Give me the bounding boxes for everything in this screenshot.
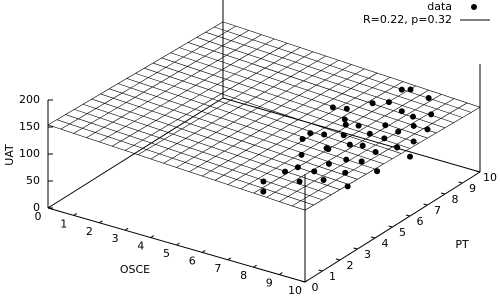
point <box>394 144 401 151</box>
y-tick <box>335 258 341 261</box>
x-tick-label: 7 <box>214 262 221 275</box>
x-tick <box>124 227 129 231</box>
y-tick <box>318 269 323 272</box>
x-axis-label: OSCE <box>120 263 150 276</box>
y-tick-label: 8 <box>452 193 459 206</box>
y-tick <box>405 214 411 217</box>
point <box>381 135 388 142</box>
point <box>342 169 349 176</box>
point <box>260 188 267 195</box>
x-tick-label: 6 <box>189 254 196 267</box>
z-tick-label: 150 <box>19 120 40 133</box>
point <box>344 183 351 190</box>
point <box>359 142 366 149</box>
point <box>372 149 379 155</box>
z-tick-label: 200 <box>19 93 40 106</box>
legend-label: data <box>427 0 452 13</box>
x-tick-label: 1 <box>60 217 67 230</box>
x-tick-label: 2 <box>86 225 93 238</box>
x-tick <box>279 272 283 276</box>
box-edge <box>47 97 224 209</box>
point <box>407 153 413 160</box>
y-tick <box>440 192 446 195</box>
legend-marker <box>471 4 477 10</box>
point <box>369 100 376 107</box>
x-tick-label: 10 <box>288 284 302 296</box>
y-tick <box>370 236 376 239</box>
fit-plane <box>47 21 481 211</box>
y-tick-label: 9 <box>469 182 476 195</box>
point <box>410 122 417 129</box>
point <box>355 122 362 129</box>
y-tick-label: 1 <box>329 270 336 283</box>
y-tick-label: 5 <box>399 226 406 239</box>
y-tick <box>300 280 306 283</box>
x-tick-label: 0 <box>35 210 42 223</box>
z-tick-label: 50 <box>26 174 40 187</box>
point <box>343 105 350 112</box>
point <box>323 145 330 152</box>
x-tick <box>253 264 257 268</box>
y-tick <box>423 203 428 206</box>
y-tick <box>475 170 481 173</box>
x-tick <box>150 235 155 239</box>
z-tick-label: 0 <box>33 201 40 214</box>
point <box>424 126 431 133</box>
point <box>342 121 349 128</box>
x-tick-label: 5 <box>163 247 170 260</box>
x-tick <box>73 212 77 216</box>
x-tick <box>99 220 103 224</box>
point <box>374 168 381 175</box>
y-tick-label: 4 <box>382 237 389 250</box>
point <box>296 178 303 185</box>
x-tick-label: 8 <box>240 269 247 282</box>
point <box>410 113 417 120</box>
point <box>366 130 373 137</box>
x-tick <box>304 279 309 283</box>
y-tick-label: 3 <box>364 248 371 261</box>
x-tick <box>227 257 232 261</box>
point <box>358 158 365 165</box>
box-edge <box>222 97 481 173</box>
point <box>320 177 327 183</box>
x-tick-label: 3 <box>112 232 119 245</box>
x-tick <box>176 242 180 246</box>
y-tick-label: 2 <box>347 259 354 272</box>
y-tick <box>458 181 463 184</box>
x-tick-label: 4 <box>137 240 144 253</box>
legend-label: R=0.22, p=0.32 <box>363 13 452 26</box>
y-tick-label: 7 <box>434 204 441 217</box>
x-tick <box>201 249 206 253</box>
y-tick-label: 0 <box>312 281 319 294</box>
point <box>321 131 328 138</box>
x-tick-label: 9 <box>266 277 273 290</box>
y-tick <box>388 225 393 228</box>
y-axis-label: PT <box>455 238 469 251</box>
z-axis-label: UAT <box>3 144 16 166</box>
z-tick-label: 100 <box>19 147 40 160</box>
y-tick-label: 6 <box>417 215 424 228</box>
y-tick <box>353 247 358 250</box>
y-tick-label: 10 <box>483 171 497 184</box>
